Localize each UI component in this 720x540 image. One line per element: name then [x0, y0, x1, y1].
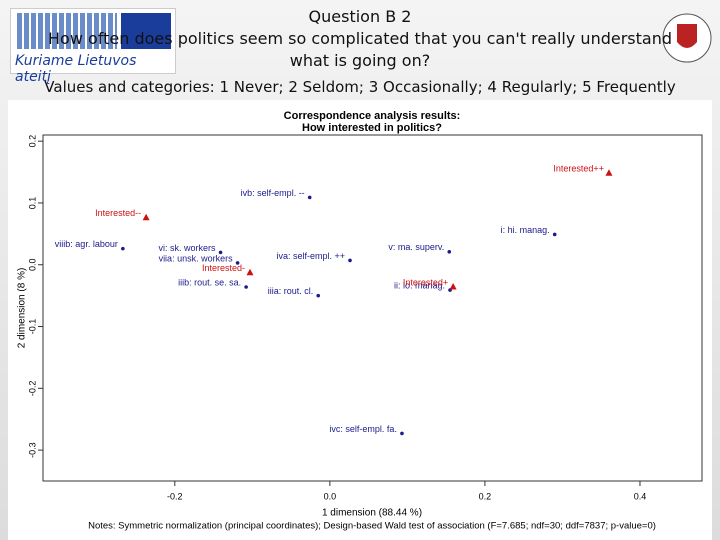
point	[447, 249, 452, 254]
y-axis-label: 2 dimension (8 %)	[17, 268, 28, 349]
x-tick-label: -0.2	[167, 491, 183, 501]
x-axis-label: 1 dimension (88.44 %)	[322, 508, 422, 519]
plot-frame	[42, 134, 703, 482]
y-tick-label: 0.0	[27, 258, 37, 271]
point-label: ii: lo. manag.	[394, 280, 445, 290]
chart-title: Correspondence analysis results:	[284, 110, 461, 122]
point	[348, 258, 352, 263]
logo-text: Kuriame Lietuvos ateitį	[15, 53, 137, 85]
point-label: ivc: self-empl. fa.	[329, 424, 397, 434]
chart-note: Notes: Symmetric normalization (principa…	[88, 521, 656, 532]
point-label: viia: unsk. workers	[159, 253, 234, 263]
x-tick-label: 0.2	[479, 491, 492, 501]
point-label: iiia: rout. cl.	[268, 286, 314, 296]
y-tick-label: 0.2	[27, 135, 37, 148]
slide-scale: Values and categories: 1 Never; 2 Seldom…	[44, 78, 676, 96]
point-label: ivb: self-empl. --	[241, 188, 305, 198]
x-tick-label: 0.0	[324, 491, 337, 501]
chart: Correspondence analysis results: How int…	[8, 100, 712, 540]
y-tick-label: -0.3	[27, 442, 37, 458]
y-tick-label: -0.1	[27, 319, 37, 335]
point	[142, 213, 150, 221]
point	[400, 431, 404, 436]
point	[307, 195, 312, 200]
point-label: i: hi. manag.	[501, 225, 550, 235]
chart-subtitle: How interested in politics?	[302, 122, 442, 134]
x-tick-label: 0.4	[634, 491, 647, 501]
point-label: iva: self-empl. ++	[276, 251, 345, 261]
point	[235, 261, 240, 265]
point-label: Interested--	[95, 208, 141, 218]
point-label: Interested+	[403, 277, 448, 287]
point	[552, 232, 557, 237]
slide-question: How often does politics seem so complica…	[48, 29, 672, 70]
eu-flag	[121, 13, 171, 49]
point-label: iiib: rout. se. sa.	[178, 277, 241, 287]
point	[316, 293, 321, 298]
logo-left: Kuriame Lietuvos ateitį	[10, 8, 176, 85]
point	[246, 268, 254, 276]
logo-right	[662, 13, 712, 63]
point	[244, 285, 248, 289]
point-label: Interested++	[553, 164, 604, 174]
point-label: vi: sk. workers	[159, 243, 217, 253]
y-tick-label: -0.2	[27, 381, 37, 397]
point-label: viiib: agr. labour	[55, 239, 118, 249]
point	[121, 246, 125, 251]
chart-background	[8, 100, 712, 540]
point	[218, 250, 223, 255]
point	[605, 169, 613, 176]
logo-grid	[17, 13, 117, 49]
y-tick-label: 0.1	[27, 197, 37, 210]
point-label: Interested-	[202, 263, 245, 273]
seal-shield	[677, 24, 697, 48]
point-label: v: ma. superv.	[388, 242, 444, 252]
slide-title: Question B 2	[308, 7, 412, 26]
point	[449, 282, 457, 290]
